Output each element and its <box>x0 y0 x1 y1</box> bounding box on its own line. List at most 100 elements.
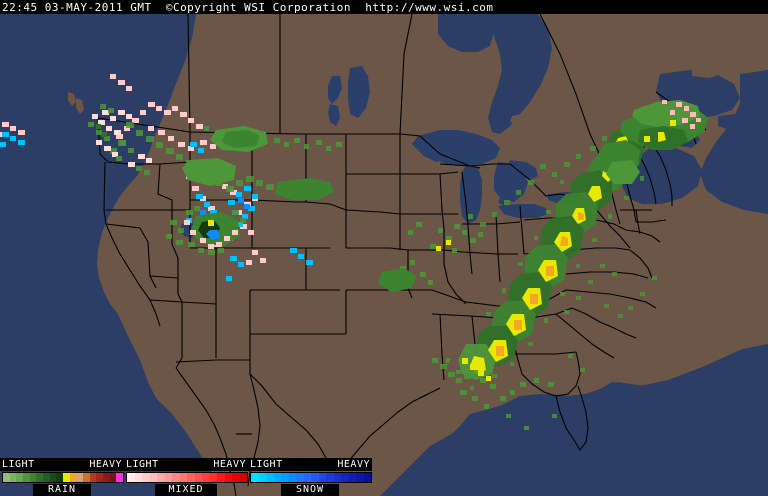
legend-snow-heavy: HEAVY <box>337 458 370 470</box>
lake-manitoba <box>328 76 342 104</box>
legend-mixed-heavy: HEAVY <box>213 458 246 470</box>
hudson-bay-west-arm <box>438 14 494 52</box>
precip-ontario-speckle <box>468 136 607 227</box>
legend-swatch-1 <box>258 473 266 482</box>
legend-swatch-11 <box>333 473 341 482</box>
legend-swatch-12 <box>341 473 349 482</box>
legend-rain-colorbar <box>2 472 124 483</box>
header-bar: 22:45 03-MAY-2011 GMT ©Copyright WSI Cor… <box>0 0 768 14</box>
legend-swatch-5 <box>36 473 44 482</box>
legend-rain[interactable]: LIGHT HEAVY <box>0 455 124 496</box>
precip-quebec-mixed <box>662 100 701 129</box>
legend-swatch-10 <box>69 473 77 482</box>
legend-mixed-light: LIGHT <box>126 458 159 470</box>
strait-of-georgia <box>60 48 86 84</box>
legend-swatch-0 <box>3 473 10 482</box>
atlantic-northeast <box>700 70 768 214</box>
legend-swatch-8 <box>187 473 195 482</box>
island-olympic-2 <box>76 98 84 114</box>
legend-swatch-2 <box>16 473 24 482</box>
vancouver-island-water <box>58 64 100 128</box>
legend-swatch-3 <box>273 473 281 482</box>
anticosti-island <box>692 68 722 78</box>
precip-pacific-northwest <box>88 104 152 175</box>
legend-mixed-colorbar <box>126 472 248 483</box>
header-text: 22:45 03-MAY-2011 GMT ©Copyright WSI Cor… <box>2 0 494 14</box>
legend-swatch-1 <box>134 473 142 482</box>
precip-midatlantic-speckle <box>564 264 657 372</box>
james-bay-island <box>510 114 526 124</box>
legend-swatch-5 <box>288 473 296 482</box>
gulf-of-maine <box>622 144 702 204</box>
legend-swatch-7 <box>49 473 57 482</box>
legend-snow-labels: LIGHT HEAVY <box>248 458 372 471</box>
island-olympic-1 <box>68 92 76 106</box>
legend-swatch-13 <box>348 473 356 482</box>
legend-swatch-15 <box>239 473 247 482</box>
legend-swatch-6 <box>172 473 180 482</box>
legend-swatch-1 <box>9 473 17 482</box>
map-svg <box>0 14 768 496</box>
legend-swatch-0 <box>251 473 259 482</box>
legend-swatch-4 <box>157 473 165 482</box>
lake-michigan <box>460 166 482 224</box>
precip-rockies-rain <box>110 122 334 200</box>
precip-canada-edge <box>0 122 25 147</box>
legend-snow-light: LIGHT <box>250 458 283 470</box>
legend-swatch-9 <box>194 473 202 482</box>
james-bay <box>488 14 552 134</box>
legend-swatch-14 <box>96 473 104 482</box>
legend-swatch-14 <box>356 473 364 482</box>
lake-huron-georgian <box>508 160 538 180</box>
legend-swatch-10 <box>202 473 210 482</box>
legend-swatch-9 <box>63 473 70 482</box>
lake-winnipeg <box>348 66 370 118</box>
legend-swatch-10 <box>326 473 334 482</box>
legend-swatch-4 <box>29 473 37 482</box>
legend-swatch-6 <box>296 473 304 482</box>
radar-map[interactable] <box>0 14 768 496</box>
legend-swatch-17 <box>116 473 124 482</box>
legend-swatch-13 <box>89 473 97 482</box>
legend-mixed-labels: LIGHT HEAVY <box>124 458 248 471</box>
atlantic-gulf-ocean <box>388 344 768 496</box>
precip-newengland-rain <box>596 100 708 184</box>
pacific-ocean <box>0 14 210 496</box>
lake-superior-west <box>414 136 444 162</box>
legend-swatch-15 <box>103 473 110 482</box>
legend-swatch-12 <box>83 473 90 482</box>
legend-swatch-14 <box>232 473 240 482</box>
legend-swatch-6 <box>43 473 50 482</box>
legend-swatch-16 <box>109 473 117 482</box>
legend-swatch-3 <box>23 473 30 482</box>
legend-rain-heavy: HEAVY <box>89 458 122 470</box>
legend-swatch-2 <box>142 473 150 482</box>
lake-erie <box>498 204 548 218</box>
legend-rain-labels: LIGHT HEAVY <box>0 458 124 471</box>
precip-midwest-scattered <box>378 222 483 292</box>
legend-swatch-8 <box>311 473 319 482</box>
legend-swatch-4 <box>281 473 289 482</box>
legend-swatch-7 <box>303 473 311 482</box>
precip-gulfcoast <box>432 358 557 430</box>
lake-winnipegosis <box>328 104 340 126</box>
legend-swatch-8 <box>56 473 64 482</box>
legend-swatch-7 <box>179 473 187 482</box>
legend-swatch-11 <box>209 473 217 482</box>
legend-snow[interactable]: LIGHT HEAVY <box>248 455 372 496</box>
legend-swatch-3 <box>149 473 157 482</box>
legend-swatch-11 <box>76 473 84 482</box>
legend-swatch-5 <box>164 473 172 482</box>
legend-swatch-0 <box>127 473 135 482</box>
precip-prairie <box>204 126 342 152</box>
legend-swatch-2 <box>266 473 274 482</box>
legend-swatch-9 <box>318 473 326 482</box>
precip-colorado <box>166 206 266 265</box>
legend-swatch-15 <box>363 473 371 482</box>
legend-rain-light: LIGHT <box>2 458 35 470</box>
legend-swatch-12 <box>217 473 225 482</box>
legend-mixed[interactable]: LIGHT HEAVY <box>124 455 248 496</box>
legend-snow-colorbar <box>250 472 372 483</box>
legend-swatch-13 <box>224 473 232 482</box>
